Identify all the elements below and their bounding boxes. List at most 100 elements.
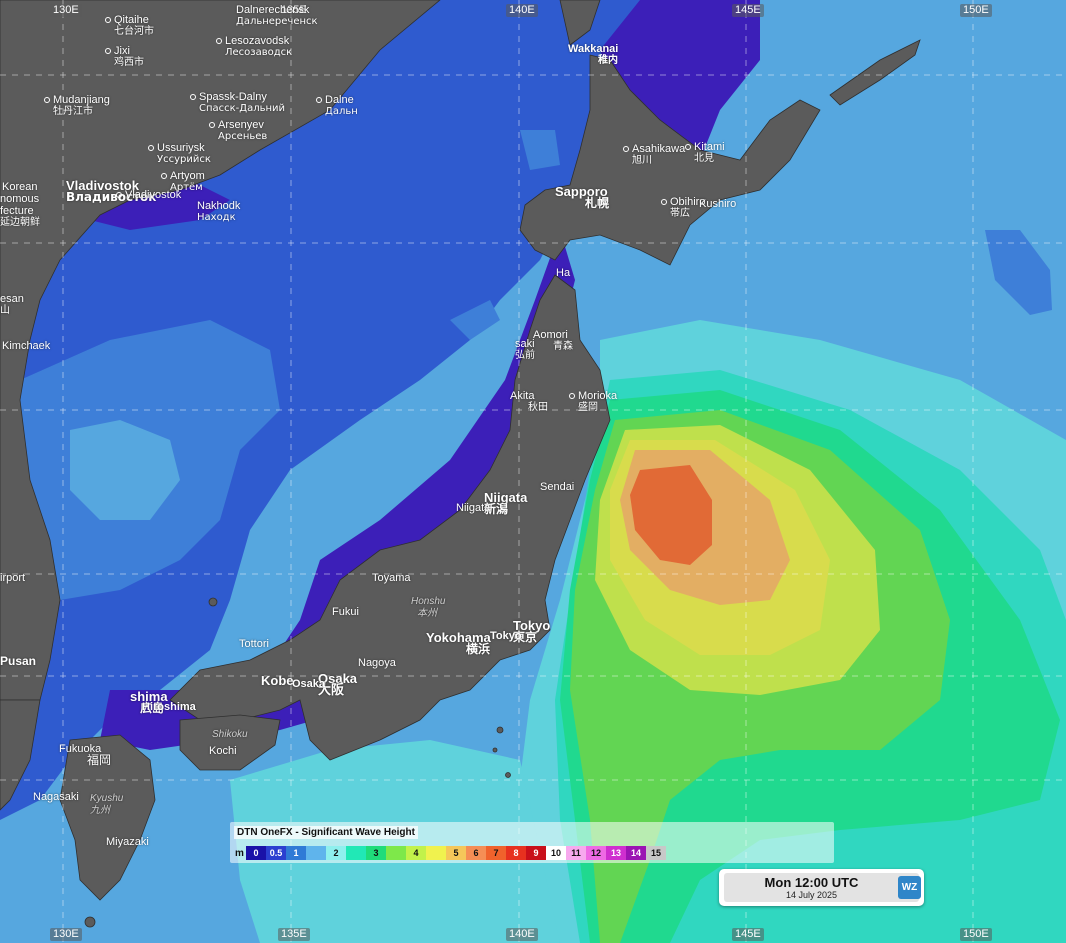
time-panel[interactable]: Mon 12:00 UTC 14 July 2025 WZ <box>719 869 924 906</box>
place-label: Aomori 青森 <box>533 329 573 352</box>
place-label: Lesozavodsk Лесозаводск <box>216 35 292 58</box>
lon-tick-bottom: 135E <box>278 928 310 941</box>
izu-island <box>505 772 511 778</box>
lon-tick-bottom: 140E <box>506 928 538 941</box>
place-label: Mudanjiang 牡丹江市 <box>44 94 110 117</box>
place-label: Vladivostok <box>116 189 181 201</box>
place-label: Vladivostok Владивосток <box>66 178 157 204</box>
lon-tick-top: 135E <box>278 4 310 17</box>
legend-scale: 0 0.5 1 2 3 4 5 6 7 8 9 10 11 12 13 14 15 <box>246 846 666 860</box>
place-label: Osaka <box>292 678 326 690</box>
place-label: Artyom Артём <box>161 170 205 193</box>
legend-swatch: 2 <box>326 846 346 860</box>
shikoku <box>179 714 281 771</box>
place-label: Akita 秋田 <box>510 390 548 413</box>
place-label: Wakkanai 稚内 <box>568 43 619 66</box>
legend-swatch: 5 <box>446 846 466 860</box>
place-label: Miyazaki <box>106 836 149 848</box>
legend-swatch: 14 <box>626 846 646 860</box>
legend-swatch: 8 <box>506 846 526 860</box>
korea-peninsula <box>0 699 41 811</box>
legend-swatch <box>346 846 366 860</box>
place-label: fecture 延边朝鲜 <box>0 205 40 228</box>
place-label: Niigata <box>456 502 491 514</box>
lon-tick-top: 140E <box>506 4 538 17</box>
lon-tick-bottom: 130E <box>50 928 82 941</box>
legend-swatch: 7 <box>486 846 506 860</box>
legend-swatch: 15 <box>646 846 666 860</box>
place-label: Korean <box>2 181 38 193</box>
landmass <box>0 0 921 928</box>
place-label: Tokyo 東京 <box>513 618 551 644</box>
place-label: Niigata 新潟 <box>484 490 528 516</box>
place-label: Qitaihe 七台河市 <box>105 14 154 37</box>
forecast-time: Mon 12:00 UTC <box>764 875 859 890</box>
place-label: Jixi 鸡西市 <box>105 45 144 68</box>
region-label: Shikoku <box>212 729 248 740</box>
legend-swatch <box>386 846 406 860</box>
region-label: Kyushu 九州 <box>90 793 124 816</box>
place-label: nomous <box>0 193 40 205</box>
sakhalin-tip <box>559 0 601 46</box>
sea-1m-patch-north <box>520 130 560 170</box>
place-label: Hiroshima <box>142 701 196 713</box>
forecast-date: 14 July 2025 <box>785 890 838 900</box>
legend-swatch: 10 <box>546 846 566 860</box>
sea-1m-patch-japan-sea <box>450 300 500 340</box>
place-label: Kobe <box>261 673 294 688</box>
place-label: Kochi <box>209 745 237 757</box>
place-label: Kimchaek <box>2 340 51 352</box>
place-label: Fukuoka 福岡 <box>59 743 112 767</box>
legend-swatch: 12 <box>586 846 606 860</box>
place-label: Ha <box>556 267 571 279</box>
place-label: irport <box>0 572 26 584</box>
place-label: Sendai <box>540 481 575 493</box>
place-label: esan 山 <box>0 293 24 316</box>
place-label: Obihiro 帯広 <box>661 196 705 219</box>
place-label: Pusan <box>0 654 37 668</box>
sea-1m-patch-east <box>985 230 1052 315</box>
lon-tick-top: 130E <box>50 4 82 17</box>
legend-swatch: 3 <box>366 846 386 860</box>
legend-swatch <box>426 846 446 860</box>
legend-swatch: 13 <box>606 846 626 860</box>
kuril-islands <box>829 39 921 106</box>
legend-swatch: 0 <box>246 846 266 860</box>
asia-mainland <box>0 0 441 701</box>
place-label: Asahikawa 旭川 <box>623 143 685 166</box>
place-label: Dalnerechensk Дальнереченск <box>236 4 318 27</box>
sea-6m-core <box>630 465 712 565</box>
sea-1-5m-patch <box>70 420 180 520</box>
place-label: Nagoya <box>358 657 396 669</box>
place-label: Nagasaki <box>33 791 79 803</box>
place-label: saki 弘前 <box>515 338 535 361</box>
legend-swatch: 0.5 <box>266 846 286 860</box>
honshu <box>169 274 611 761</box>
weatherzone-logo: WZ <box>898 876 921 899</box>
place-label: shima 広島 <box>130 689 168 715</box>
legend-swatch: 11 <box>566 846 586 860</box>
place-label: Nakhodk Находк <box>197 200 241 223</box>
legend-title: DTN OneFX - Significant Wave Height <box>234 826 418 839</box>
legend-swatch: 6 <box>466 846 486 860</box>
lon-tick-bottom: 150E <box>960 928 992 941</box>
place-label: Sapporo 札幌 <box>555 184 610 210</box>
hokkaido <box>519 54 821 266</box>
legend-swatch: 1 <box>286 846 306 860</box>
place-label: Kushiro <box>699 198 737 210</box>
kyushu <box>59 734 156 901</box>
legend-unit: m <box>235 848 244 859</box>
place-label: Spassk-Dalny Спасск-Дальний <box>190 91 285 114</box>
izu-island <box>492 747 498 753</box>
legend-swatch: 4 <box>406 846 426 860</box>
place-label: Tokyo <box>490 630 522 642</box>
place-label: Morioka 盛岡 <box>569 390 617 413</box>
lon-tick-bottom: 145E <box>732 928 764 941</box>
place-label: Kitami 北見 <box>685 141 725 164</box>
tanegashima-island <box>84 916 96 928</box>
place-label: Tottori <box>239 638 269 650</box>
